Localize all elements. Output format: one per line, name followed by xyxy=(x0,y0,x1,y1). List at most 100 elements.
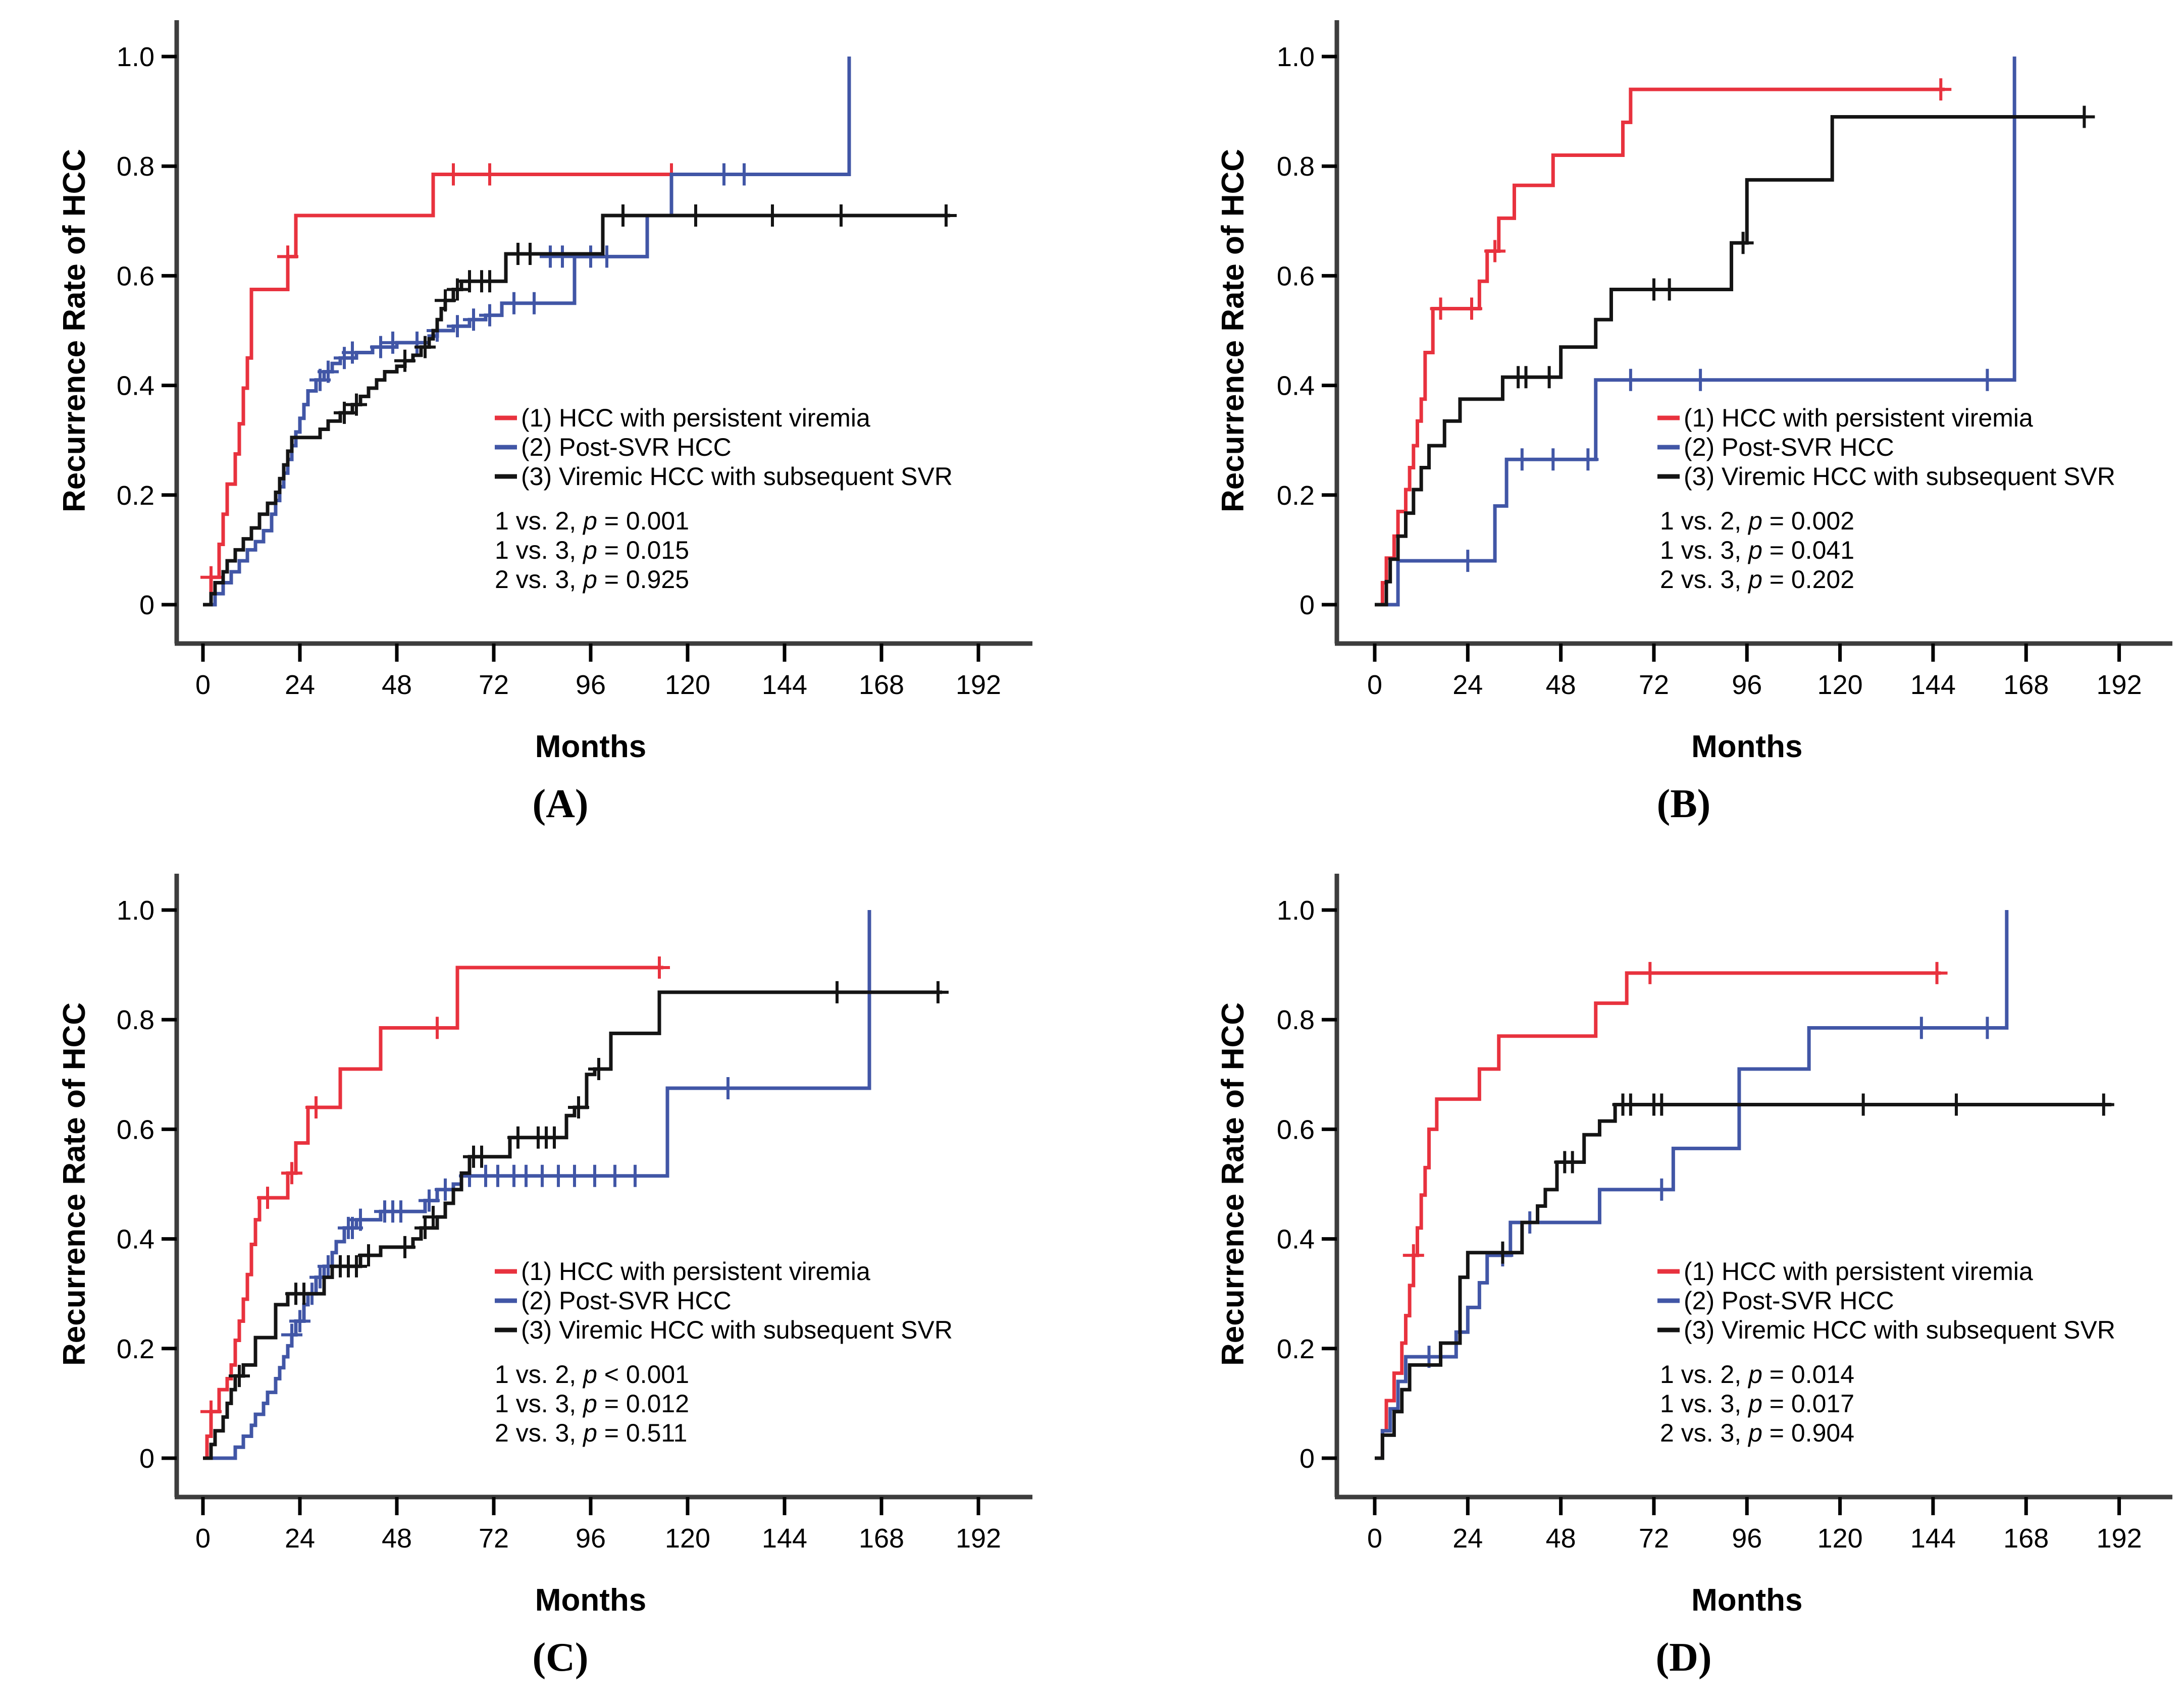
x-tick-label: 192 xyxy=(2097,670,2142,700)
p-value-row: 2 vs. 3, p = 0.511 xyxy=(495,1419,687,1447)
censor-marks xyxy=(1402,962,1948,1267)
y-axis-title: Recurrence Rate of HCC xyxy=(57,149,92,512)
y-tick-label: 0 xyxy=(1299,1444,1315,1474)
x-tick-label: 96 xyxy=(576,670,606,700)
panel-letter-text: (C) xyxy=(532,1635,589,1680)
p-value-row: 1 vs. 2, p = 0.014 xyxy=(1660,1360,1854,1389)
censor-marks xyxy=(1507,105,2095,389)
x-tick-label: 168 xyxy=(2003,1523,2049,1554)
legend: (1) HCC with persistent viremia(2) Post-… xyxy=(1657,1257,2115,1344)
x-tick-label: 0 xyxy=(1367,670,1382,700)
x-tick-label: 120 xyxy=(665,1523,710,1554)
censor-marks xyxy=(1418,1017,1998,1368)
km-curve xyxy=(1375,910,2009,1460)
x-tick-label: 0 xyxy=(195,1523,211,1554)
panel-label-a: (A) xyxy=(532,781,588,827)
p-value-row: 1 vs. 2, p = 0.001 xyxy=(495,507,689,535)
x-axis-title: Months xyxy=(535,729,646,764)
axes: 0 0.2 0.4 0.6 0.8 1.0 0 24 48 72 96 120 144 168 192 Mon… xyxy=(1216,874,2172,1618)
km-curve xyxy=(1375,87,1945,607)
x-tick-label: 24 xyxy=(1452,670,1483,700)
legend-label: (1) HCC with persistent viremia xyxy=(521,1257,870,1286)
legend-label: (3) Viremic HCC with subsequent SVR xyxy=(1684,1316,2115,1344)
legend: (1) HCC with persistent viremia(2) Post-… xyxy=(1657,404,2115,491)
x-tick-label: 48 xyxy=(1546,1523,1576,1554)
x-tick-label: 192 xyxy=(956,670,1001,700)
panel-letter-text: (B) xyxy=(1656,782,1711,826)
x-tick-label: 168 xyxy=(859,1523,904,1554)
panel-c: 0 0.2 0.4 0.6 0.8 1.0 0 24 48 72 96 120 144 168 192 Mon… xyxy=(0,853,1092,1707)
y-tick-label: 0.2 xyxy=(1277,1334,1315,1364)
km-chart-c: 0 0.2 0.4 0.6 0.8 1.0 0 24 48 72 96 120 144 168 192 Mon… xyxy=(57,874,1032,1618)
y-tick-label: 0 xyxy=(139,1444,154,1474)
censor-marks xyxy=(200,956,670,1423)
panel-a: 0 0.2 0.4 0.6 0.8 1.0 0 24 48 72 96 120 144 168 192 Mon… xyxy=(0,0,1092,853)
legend-label: (1) HCC with persistent viremia xyxy=(1684,1257,2033,1286)
y-tick-label: 0.4 xyxy=(1277,1224,1315,1255)
y-tick-label: 0.4 xyxy=(117,371,154,401)
x-tick-label: 120 xyxy=(1817,1523,1863,1554)
x-tick-label: 72 xyxy=(1639,1523,1669,1554)
x-tick-label: 24 xyxy=(285,670,315,700)
series-3 xyxy=(203,204,957,607)
axes: 0 0.2 0.4 0.6 0.8 1.0 0 24 48 72 96 120 144 168 192 Mon… xyxy=(1216,20,2172,764)
series-1 xyxy=(1375,78,1952,607)
x-tick-label: 96 xyxy=(1732,1523,1762,1554)
censor-marks xyxy=(1492,1093,2114,1264)
km-curve xyxy=(1375,971,1941,1460)
series-2 xyxy=(203,57,851,607)
y-tick-label: 0.4 xyxy=(117,1224,154,1255)
legend-label: (1) HCC with persistent viremia xyxy=(1684,404,2033,432)
p-value-row: 1 vs. 2, p < 0.001 xyxy=(495,1360,689,1389)
x-axis-title: Months xyxy=(1691,1583,1802,1618)
x-tick-label: 72 xyxy=(1639,670,1669,700)
km-curve xyxy=(203,966,663,1460)
p-value-row: 1 vs. 3, p = 0.041 xyxy=(1660,536,1854,564)
x-tick-label: 144 xyxy=(762,1523,807,1554)
y-tick-label: 0.8 xyxy=(1277,151,1315,182)
y-tick-label: 0 xyxy=(1299,590,1315,620)
series-2 xyxy=(1375,57,2016,607)
km-curve xyxy=(203,214,950,607)
y-tick-label: 0.6 xyxy=(1277,1114,1315,1145)
x-tick-label: 144 xyxy=(1910,670,1956,700)
km-chart-b: 0 0.2 0.4 0.6 0.8 1.0 0 24 48 72 96 120 144 168 192 Mon… xyxy=(1216,20,2172,764)
x-tick-label: 168 xyxy=(2003,670,2049,700)
x-axis-title: Months xyxy=(535,1583,646,1618)
p-value-row: 1 vs. 3, p = 0.012 xyxy=(495,1390,689,1418)
censor-marks xyxy=(1457,368,1998,572)
y-tick-label: 0.4 xyxy=(1277,371,1315,401)
y-tick-label: 1.0 xyxy=(117,895,154,926)
panel-letter-text: (A) xyxy=(532,782,589,826)
panel-label-d: (D) xyxy=(1655,1635,1711,1681)
series-1 xyxy=(200,956,670,1460)
km-curve xyxy=(1375,115,2085,607)
y-tick-label: 0.6 xyxy=(117,261,154,291)
p-value-row: 1 vs. 3, p = 0.017 xyxy=(1660,1390,1854,1418)
x-tick-label: 96 xyxy=(1732,670,1762,700)
p-value-row: 2 vs. 3, p = 0.904 xyxy=(1660,1419,1854,1447)
legend-label: (2) Post-SVR HCC xyxy=(521,1287,732,1315)
x-tick-label: 72 xyxy=(479,670,509,700)
panel-label-b: (B) xyxy=(1657,781,1711,827)
p-value-row: 1 vs. 3, p = 0.015 xyxy=(495,536,689,564)
x-tick-label: 48 xyxy=(382,1523,412,1554)
x-tick-label: 120 xyxy=(1817,670,1863,700)
x-tick-label: 24 xyxy=(285,1523,315,1554)
series-3 xyxy=(1375,1093,2114,1460)
legend-label: (1) HCC with persistent viremia xyxy=(521,404,870,432)
x-tick-label: 24 xyxy=(1452,1523,1483,1554)
legend-label: (3) Viremic HCC with subsequent SVR xyxy=(521,1316,953,1344)
legend-label: (3) Viremic HCC with subsequent SVR xyxy=(1684,462,2115,491)
km-curve xyxy=(1375,57,2016,607)
p-value-row: 1 vs. 2, p = 0.002 xyxy=(1660,507,1854,535)
legend-label: (2) Post-SVR HCC xyxy=(521,433,732,461)
y-tick-label: 0 xyxy=(139,590,154,620)
x-tick-label: 72 xyxy=(479,1523,509,1554)
x-tick-label: 168 xyxy=(859,670,904,700)
y-tick-label: 0.2 xyxy=(1277,481,1315,511)
x-tick-label: 96 xyxy=(576,1523,606,1554)
